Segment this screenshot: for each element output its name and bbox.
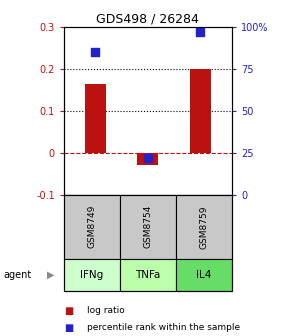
Bar <box>190 69 211 153</box>
Text: GSM8749: GSM8749 <box>87 205 96 249</box>
Text: ■: ■ <box>64 306 73 316</box>
Text: log ratio: log ratio <box>87 306 125 315</box>
Point <box>93 49 98 55</box>
Text: GSM8759: GSM8759 <box>200 205 209 249</box>
Bar <box>137 153 158 166</box>
Text: percentile rank within the sample: percentile rank within the sample <box>87 323 240 332</box>
Text: IFNg: IFNg <box>80 270 104 280</box>
Text: ▶: ▶ <box>47 270 55 280</box>
Point <box>198 29 203 35</box>
Text: ■: ■ <box>64 323 73 333</box>
Text: TNFa: TNFa <box>135 270 161 280</box>
Text: agent: agent <box>3 270 31 280</box>
Text: GSM8754: GSM8754 <box>143 205 153 249</box>
Text: IL4: IL4 <box>196 270 212 280</box>
Bar <box>85 84 106 153</box>
Point <box>146 155 150 161</box>
Title: GDS498 / 26284: GDS498 / 26284 <box>97 13 199 26</box>
